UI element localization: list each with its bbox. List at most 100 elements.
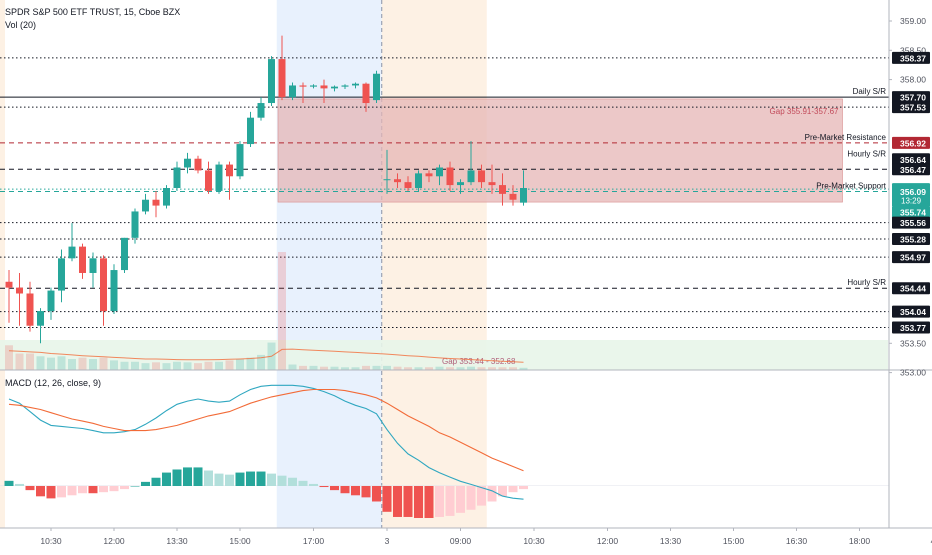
candle[interactable]	[509, 185, 517, 206]
volume-bar	[362, 365, 370, 370]
volume-bar	[15, 353, 24, 370]
candle[interactable]	[226, 161, 233, 200]
candle-body	[110, 270, 118, 312]
volume-bar	[278, 252, 286, 370]
candle[interactable]	[268, 56, 275, 106]
candle[interactable]	[89, 252, 97, 288]
macd-histogram-bar	[25, 486, 35, 491]
price-badge-label: 355.28	[900, 234, 926, 244]
volume-bar	[477, 367, 486, 370]
candle[interactable]	[257, 97, 265, 121]
macd-histogram-bar	[99, 486, 108, 493]
candle[interactable]	[299, 82, 307, 104]
candle[interactable]	[404, 176, 412, 191]
candle[interactable]	[446, 161, 454, 191]
volume-bar	[194, 363, 202, 370]
price-badge-label: 354.44	[900, 284, 926, 294]
volume-bar	[425, 367, 433, 370]
candle[interactable]	[205, 161, 212, 194]
candle-body	[478, 170, 485, 183]
candle[interactable]	[47, 287, 55, 320]
candle[interactable]	[341, 84, 349, 89]
candle-body	[37, 311, 44, 326]
volume-bar	[446, 367, 454, 370]
candle[interactable]	[26, 281, 34, 332]
candle[interactable]	[110, 264, 118, 314]
volume-bar	[330, 366, 339, 370]
price-badge-bg	[892, 153, 930, 166]
candle-body	[299, 85, 307, 87]
candle[interactable]	[289, 82, 296, 101]
candle[interactable]	[184, 152, 191, 174]
candle[interactable]	[131, 208, 139, 244]
candle[interactable]	[457, 179, 464, 194]
price-badge: 354.04	[892, 305, 930, 318]
candle[interactable]	[79, 243, 86, 279]
candle[interactable]	[320, 79, 328, 104]
candle[interactable]	[142, 193, 149, 215]
candle-body	[226, 164, 233, 177]
price-badge: 356.09	[892, 185, 930, 198]
volume-bar	[467, 366, 475, 370]
candle[interactable]	[425, 170, 433, 183]
price-badge-bg	[892, 305, 930, 318]
candle[interactable]	[68, 223, 76, 262]
candle[interactable]	[499, 173, 506, 206]
macd-histogram-bar	[256, 471, 266, 486]
candle[interactable]	[436, 164, 443, 186]
candle[interactable]	[331, 85, 338, 92]
candle[interactable]	[194, 155, 202, 174]
candle[interactable]	[278, 35, 286, 101]
level-lines: Daily S/R Pre-Market Resistance Hourly S/R…	[0, 57, 889, 328]
candle[interactable]	[37, 308, 44, 344]
candle[interactable]	[215, 161, 223, 194]
candle-body	[142, 199, 149, 212]
candle[interactable]	[352, 82, 359, 89]
time-tick-label: 18:00	[849, 536, 871, 546]
candle-body	[289, 85, 296, 98]
candle[interactable]	[5, 270, 13, 323]
candle[interactable]	[467, 141, 475, 186]
candle-body	[373, 73, 380, 101]
candle-body	[79, 246, 86, 273]
candle[interactable]	[173, 161, 181, 191]
candle[interactable]	[58, 249, 65, 303]
price-badge-bg	[892, 51, 930, 64]
price-badge: 356.47	[892, 163, 930, 176]
candle[interactable]	[488, 164, 496, 194]
candle-body	[121, 237, 128, 271]
candle[interactable]	[478, 164, 485, 189]
candle-body	[509, 193, 517, 200]
price-tick-label: 359.00	[900, 16, 926, 26]
candle[interactable]	[152, 190, 160, 218]
candle[interactable]	[383, 149, 391, 194]
candle[interactable]	[236, 141, 244, 180]
candle-body	[236, 144, 244, 177]
candle[interactable]	[310, 84, 317, 89]
price-badge: 357.70	[892, 91, 930, 104]
macd-histogram-bar	[372, 486, 381, 502]
time-tick-label: 4	[931, 536, 932, 546]
candle[interactable]	[373, 70, 380, 104]
candle-body	[499, 185, 506, 194]
candle[interactable]	[100, 255, 107, 326]
macd-histogram-bar	[109, 486, 119, 492]
level-label: Hourly S/R	[847, 278, 886, 287]
candle[interactable]	[16, 272, 23, 326]
candle[interactable]	[520, 170, 527, 206]
candle[interactable]	[415, 170, 422, 191]
candle[interactable]	[163, 185, 170, 209]
session-backgrounds	[0, 0, 487, 528]
candle[interactable]	[247, 111, 254, 147]
macd-histogram-bar	[309, 483, 318, 486]
candle[interactable]	[121, 237, 128, 273]
volume-bar	[204, 361, 213, 370]
price-badge-bg	[892, 101, 930, 114]
candle-body	[415, 173, 422, 189]
candle[interactable]	[362, 82, 370, 112]
gap-zones: Gap 355.91-357.67 Gap 353.44 - 352.68	[0, 98, 888, 370]
candle[interactable]	[394, 173, 401, 189]
